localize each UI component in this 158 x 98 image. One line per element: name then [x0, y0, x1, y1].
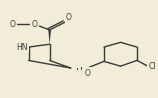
Text: HN: HN	[16, 43, 28, 52]
Text: O: O	[10, 20, 16, 29]
Text: Cl: Cl	[148, 62, 156, 71]
Text: O: O	[32, 20, 37, 29]
Text: O: O	[66, 13, 72, 22]
Polygon shape	[48, 30, 51, 44]
Text: O: O	[84, 69, 90, 78]
